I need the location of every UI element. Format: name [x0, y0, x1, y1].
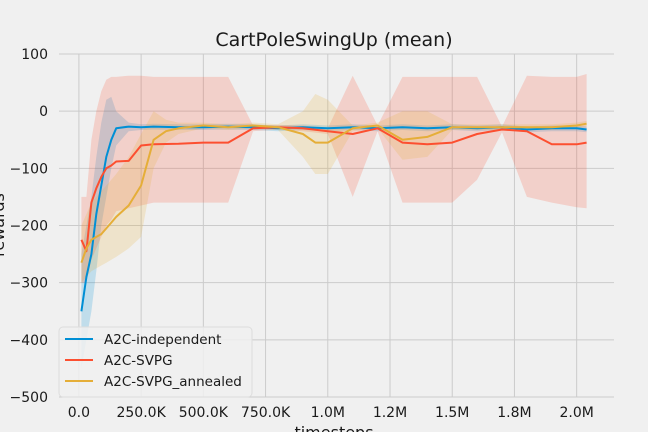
- x-tick-label: 1.0M: [311, 405, 345, 421]
- x-tick-label: 500.0K: [179, 405, 229, 421]
- x-axis-label: timesteps: [294, 423, 373, 432]
- legend-label: A2C-independent: [104, 332, 221, 348]
- y-axis-label: rewards: [0, 193, 8, 257]
- series-line-2: [80, 126, 587, 253]
- y-ticks: 100 0 −100 −200 −300 −400 −500: [10, 47, 48, 406]
- confidence-band-1: [81, 96, 587, 369]
- legend-label: A2C-SVPG_annealed: [104, 374, 242, 390]
- x-ticks: 0.0 250.0K 500.0K 750.0K 1.0M 1.2M 1.5M 1.8M 2.0…: [68, 405, 594, 421]
- series-lines: [80, 122, 587, 312]
- x-tick-label: 2.0M: [559, 405, 593, 421]
- x-tick-label: 750.0K: [241, 405, 291, 421]
- y-tick-label: −400: [10, 333, 48, 349]
- y-tick-label: −300: [10, 276, 48, 292]
- y-tick-label: −100: [10, 161, 48, 177]
- x-tick-label: 1.5M: [435, 405, 469, 421]
- y-tick-label: −200: [10, 219, 48, 235]
- x-tick-label: 1.2M: [373, 405, 407, 421]
- y-tick-label: −500: [10, 390, 48, 406]
- chart-title: CartPoleSwingUp (mean): [215, 29, 452, 51]
- legend-label: A2C-SVPG: [104, 353, 173, 369]
- series-line-3: [80, 122, 587, 264]
- legend-box: [58, 326, 253, 398]
- x-tick-label: 1.8M: [497, 405, 531, 421]
- x-tick-label: 0.0: [68, 405, 90, 421]
- x-tick-label: 250.0K: [116, 405, 166, 421]
- y-tick-label: 0: [39, 104, 48, 120]
- legend: A2C-independent A2C-SVPG A2C-SVPG_annealed: [58, 326, 253, 398]
- grid: [59, 53, 614, 398]
- y-tick-label: 100: [21, 47, 48, 63]
